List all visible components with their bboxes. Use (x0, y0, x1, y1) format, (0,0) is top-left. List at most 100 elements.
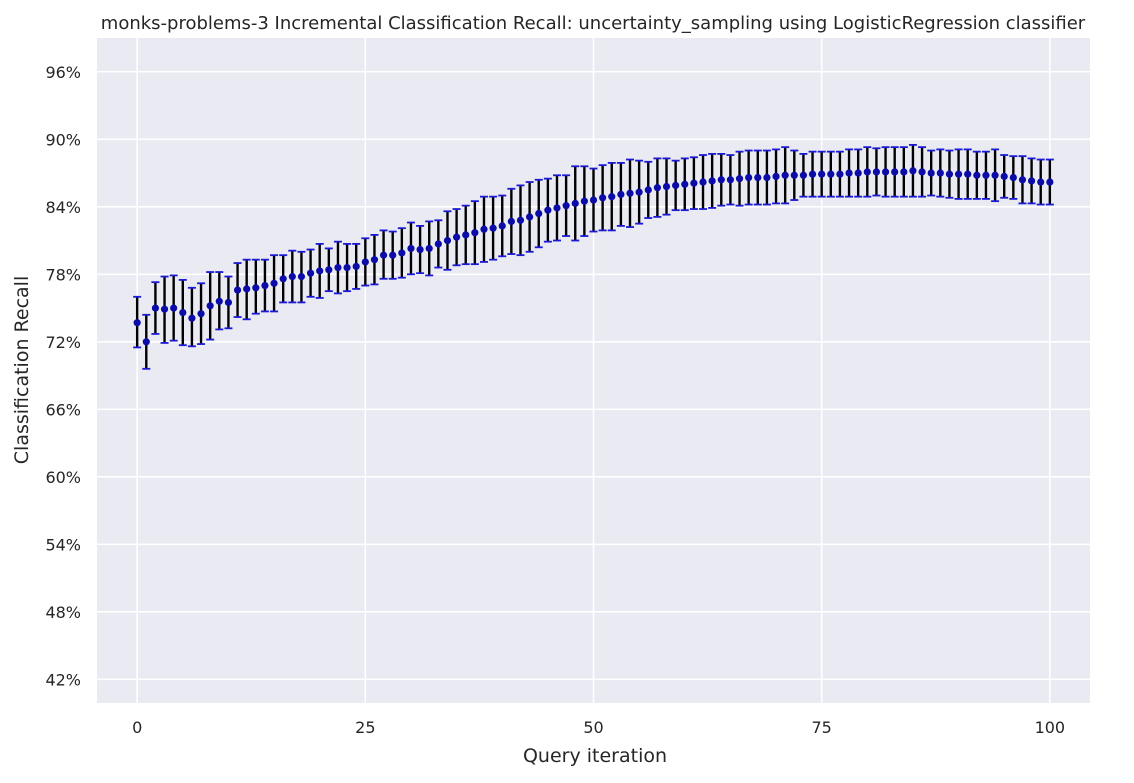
data-point (790, 171, 798, 179)
data-point (553, 204, 561, 212)
data-point (662, 182, 671, 191)
data-point (982, 171, 990, 179)
data-point (352, 262, 360, 271)
data-point (270, 279, 278, 287)
data-point (909, 167, 917, 175)
data-point (754, 173, 762, 182)
y-tick-label: 78% (45, 265, 81, 284)
data-point (334, 263, 342, 272)
data-point (407, 244, 415, 253)
y-tick-label: 66% (45, 400, 81, 419)
tick-labels: 42% 48% 54% 60% 66% 72% 78% 84% 90% 96% 0 25 50 75 100 (45, 63, 1065, 737)
data-point (836, 170, 844, 178)
data-point (316, 267, 324, 275)
data-point (1037, 178, 1045, 186)
data-point (188, 314, 196, 322)
data-point (306, 269, 315, 277)
data-point (133, 319, 141, 327)
data-point (690, 179, 698, 187)
data-point (526, 213, 534, 221)
data-point (261, 281, 269, 290)
data-point (471, 229, 479, 237)
x-tick-label: 25 (355, 718, 375, 737)
data-point (936, 169, 944, 177)
y-tick-label: 48% (45, 603, 81, 622)
data-point (589, 196, 598, 204)
data-point (151, 304, 160, 312)
data-point (462, 231, 470, 239)
y-tick-label: 96% (45, 63, 81, 82)
x-tick-label: 50 (583, 718, 603, 737)
data-point (608, 193, 616, 201)
data-point (927, 169, 935, 177)
data-point (498, 222, 506, 230)
data-point (571, 199, 579, 208)
data-point (1018, 176, 1027, 184)
grid-lines (97, 38, 1090, 703)
data-point (681, 180, 689, 188)
data-point (170, 304, 178, 312)
x-axis-label: Query iteration (523, 745, 667, 767)
y-tick-label: 60% (45, 468, 81, 487)
data-point (900, 168, 908, 176)
y-tick-label: 84% (45, 198, 81, 217)
data-point (370, 256, 379, 264)
data-point (434, 240, 442, 248)
data-point (279, 275, 287, 283)
data-point (726, 176, 735, 184)
data-point (991, 171, 999, 179)
data-point (973, 171, 981, 179)
data-points (133, 167, 1054, 346)
data-point (881, 168, 890, 176)
data-point (891, 168, 899, 176)
data-point (964, 170, 972, 178)
data-point (854, 169, 862, 177)
data-point (1027, 177, 1036, 185)
data-point (142, 338, 150, 346)
data-point (735, 175, 744, 183)
data-point (599, 194, 607, 202)
y-tick-label: 72% (45, 333, 81, 352)
y-tick-label: 54% (45, 535, 81, 554)
data-point (708, 177, 716, 185)
data-point (443, 236, 452, 245)
data-point (425, 244, 433, 253)
data-point (580, 197, 588, 205)
data-point (233, 286, 242, 294)
data-point (653, 184, 661, 192)
data-point (379, 251, 388, 259)
data-point (863, 168, 871, 176)
data-point (297, 272, 306, 281)
data-point (416, 245, 424, 254)
data-point (160, 305, 169, 313)
data-point (799, 171, 808, 179)
data-point (252, 284, 260, 292)
data-point (325, 266, 333, 274)
data-point (763, 173, 771, 182)
x-tick-label: 100 (1035, 718, 1066, 737)
data-point (772, 172, 780, 181)
data-point (818, 170, 826, 178)
data-point (699, 178, 707, 186)
y-tick-label: 90% (45, 130, 81, 149)
data-point (179, 308, 187, 317)
chart-title: monks-problems-3 Incremental Classificat… (101, 13, 1086, 34)
data-point (544, 206, 552, 214)
data-point (389, 251, 397, 259)
data-point (535, 209, 543, 218)
data-point (489, 224, 497, 232)
data-point (672, 181, 680, 190)
data-point (288, 272, 296, 281)
data-point (243, 285, 251, 293)
data-point (1000, 172, 1008, 181)
data-point (626, 189, 634, 197)
data-point (507, 217, 515, 226)
x-tick-label: 0 (132, 718, 142, 737)
data-point (827, 170, 835, 178)
data-point (197, 310, 205, 318)
data-point (480, 225, 488, 233)
data-point (945, 170, 954, 178)
data-point (516, 216, 525, 224)
x-tick-label: 75 (811, 718, 831, 737)
